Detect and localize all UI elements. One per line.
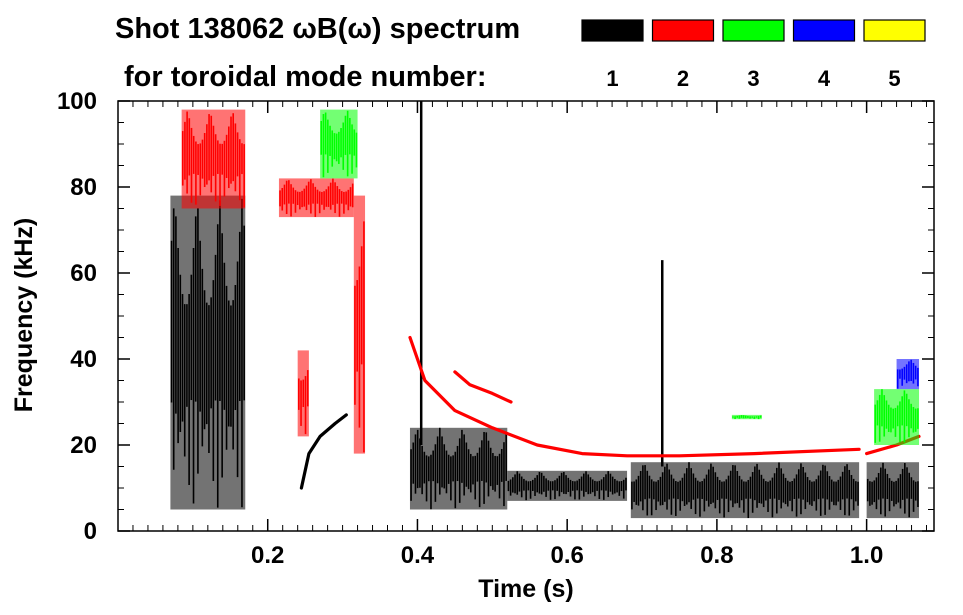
feature-mode3-band-17 [731, 414, 762, 420]
axes: 0.2 0.4 0.6 0.8 1.0 0 20 40 60 80 100 [57, 88, 934, 569]
spectrogram-plot-area [170, 101, 921, 519]
legend-label-mode-5: 5 [888, 66, 900, 91]
legend-label-mode-4: 4 [818, 66, 831, 91]
x-tick-label-0: 0.2 [251, 542, 284, 569]
legend-label-mode-3: 3 [747, 66, 759, 91]
feature-mode3-band-15 [320, 109, 358, 179]
y-tick-label-4: 80 [70, 174, 97, 201]
feature-mode4-band-18 [896, 359, 920, 390]
feature-mode2-band-10 [353, 195, 366, 454]
feature-mode1-band-3 [630, 462, 860, 519]
legend-swatch-mode-1 [581, 19, 644, 42]
mode-legend: 1 2 3 4 5 [581, 19, 926, 91]
feature-mode1-curve-7 [299, 413, 348, 490]
legend-label-mode-2: 2 [677, 66, 689, 91]
feature-mode2-band-11 [297, 350, 309, 437]
x-tick-label-3: 0.8 [700, 542, 733, 569]
feature-mode2-band-9 [278, 178, 354, 218]
feature-mode1-band-0 [170, 195, 246, 510]
legend-swatch-mode-3 [722, 19, 785, 42]
y-tick-label-2: 40 [70, 346, 97, 373]
feature-mode2-curve-13 [453, 370, 513, 404]
y-axis-title: Frequency (kHz) [10, 218, 38, 412]
chart-title-line2: for toroidal mode number: [124, 61, 487, 93]
legend-swatch-mode-4 [792, 19, 856, 42]
feature-mode1-band-4 [866, 462, 920, 519]
legend-swatch-mode-2 [651, 19, 715, 42]
feature-mode2-band-8 [181, 109, 246, 209]
chart-title-line1: Shot 138062 ωB(ω) spectrum [115, 13, 520, 45]
y-tick-label-1: 20 [70, 432, 97, 459]
x-tick-label-2: 0.6 [550, 542, 583, 569]
x-axis-title: Time (s) [478, 575, 573, 603]
feature-mode2-curve-12 [408, 335, 861, 458]
feature-mode3-band-16 [874, 389, 920, 445]
x-tick-label-1: 0.4 [401, 542, 435, 569]
feature-mode1-band-1 [409, 427, 508, 510]
legend-swatch-mode-5 [863, 19, 926, 42]
y-tick-label-3: 60 [70, 260, 97, 287]
x-tick-label-4: 1.0 [850, 542, 883, 569]
y-tick-label-0: 0 [84, 518, 97, 545]
feature-mode1-band-2 [507, 470, 628, 501]
y-tick-label-5: 100 [57, 88, 97, 115]
legend-label-mode-1: 1 [606, 66, 618, 91]
